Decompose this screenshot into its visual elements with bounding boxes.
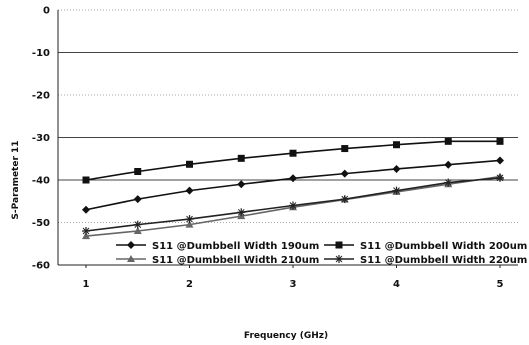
- y-tick-label: 0: [43, 6, 50, 17]
- x-tick-labels: 1 2 3 4 5: [83, 279, 504, 290]
- y-tick-label: -20: [32, 91, 50, 102]
- data-point: [444, 160, 453, 169]
- axes: [57, 10, 518, 268]
- y-tick-label: -10: [32, 48, 50, 59]
- y-tick-label: -30: [32, 133, 50, 144]
- data-point: [82, 232, 90, 240]
- legend-item-3: S11 @Dumbbell Width 210um: [116, 255, 319, 266]
- data-point: [289, 174, 297, 183]
- data-point: [82, 176, 90, 184]
- series-2: [82, 137, 504, 184]
- series-1: [82, 156, 504, 214]
- data-point: [496, 173, 504, 182]
- data-point: [392, 186, 401, 195]
- legend-marker: [127, 241, 135, 249]
- y-axis-title: S-Parameter 11: [11, 140, 21, 219]
- legend-item-4: S11 @Dumbbell Width 220um: [324, 255, 527, 266]
- legend-marker: [335, 255, 343, 263]
- legend-item-1: S11 @Dumbbell Width 190um: [116, 241, 319, 252]
- series-4: [82, 173, 504, 235]
- data-point: [185, 215, 194, 224]
- y-tick-label: -50: [32, 218, 50, 229]
- legend-item-2: S11 @Dumbbell Width 200um: [324, 241, 527, 252]
- data-point: [186, 160, 193, 168]
- data-point: [185, 186, 194, 195]
- data-point: [340, 195, 349, 204]
- data-point: [392, 164, 401, 173]
- series-line: [85, 140, 500, 181]
- data-point: [444, 137, 452, 145]
- legend-label: S11 @Dumbbell Width 200um: [360, 241, 527, 252]
- y-tick-labels: 0 -10 -20 -30 -40 -50 -60: [32, 6, 50, 272]
- x-tick-label: 2: [186, 279, 193, 290]
- data-point: [289, 201, 297, 210]
- data-point: [237, 180, 246, 189]
- y-tick-label: -40: [32, 176, 50, 187]
- data-point: [185, 220, 194, 228]
- legend-marker: [335, 241, 343, 249]
- y-tick-label: -60: [32, 261, 50, 272]
- legend-label: S11 @Dumbbell Width 210um: [152, 255, 319, 266]
- data-point: [133, 220, 142, 229]
- data-point: [444, 178, 453, 187]
- data-point: [82, 205, 90, 214]
- x-tick-label: 4: [393, 279, 400, 290]
- legend-label: S11 @Dumbbell Width 220um: [360, 255, 527, 266]
- data-point: [496, 137, 504, 145]
- data-point: [134, 168, 142, 175]
- data-point: [496, 156, 504, 165]
- x-tick-label: 1: [83, 279, 90, 290]
- data-point: [237, 154, 245, 162]
- data-point: [340, 169, 349, 178]
- data-point: [237, 208, 246, 217]
- gridlines: [58, 9, 518, 266]
- data-point: [133, 227, 142, 234]
- data-point: [289, 149, 297, 157]
- data-point: [341, 145, 349, 153]
- legend: S11 @Dumbbell Width 190um S11 @Dumbbell W…: [116, 241, 527, 266]
- data-point: [133, 195, 142, 204]
- legend-marker: [127, 255, 135, 262]
- data-point: [82, 227, 90, 235]
- x-tick-label: 5: [497, 279, 504, 290]
- x-axis-title: Frequency (GHz): [244, 331, 328, 341]
- x-tick-label: 3: [290, 279, 297, 290]
- series-lines: [82, 137, 504, 240]
- data-point: [393, 141, 400, 149]
- legend-label: S11 @Dumbbell Width 190um: [152, 241, 319, 252]
